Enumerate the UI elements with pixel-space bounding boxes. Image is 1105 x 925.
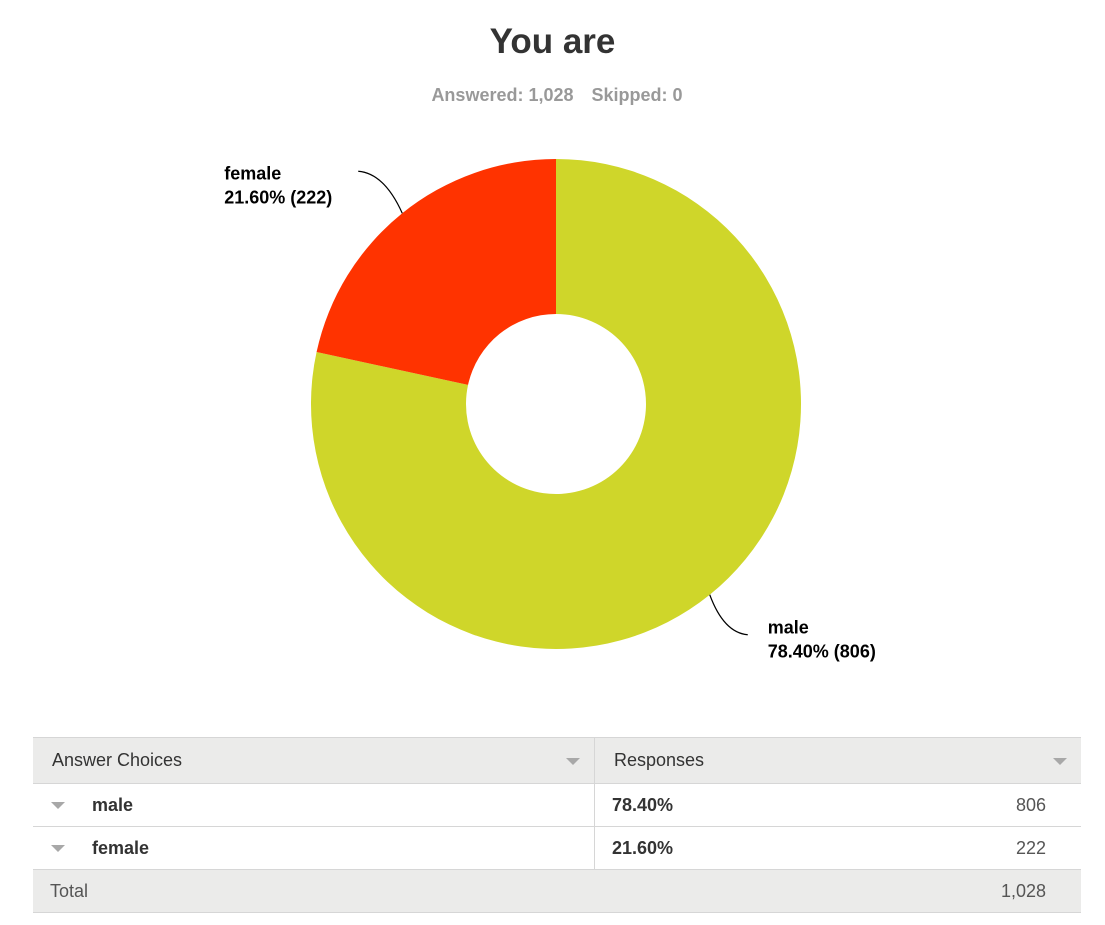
slice-label-value: 78.40% (806)	[768, 642, 876, 662]
response-percent: 21.60%	[612, 837, 674, 858]
slice-label-male: male 78.40% (806)	[709, 594, 876, 662]
table-header-row: Answer Choices Responses	[33, 737, 1081, 784]
table-total-row: Total 1,028	[33, 870, 1081, 913]
table-row: female 21.60% 222	[33, 827, 1081, 870]
slice-female[interactable]	[316, 159, 556, 385]
header-answer-choices-label: Answer Choices	[52, 750, 183, 770]
answer-choice-cell: female	[33, 827, 595, 869]
question-title: You are	[489, 22, 616, 61]
response-stats: Answered: 1,028 Skipped: 0	[0, 84, 1105, 106]
responses-table: Answer Choices Responses male 78.40% 806…	[33, 737, 1081, 913]
expand-caret-down-icon[interactable]	[51, 844, 65, 852]
answer-choice-label: male	[92, 794, 134, 815]
answer-choice-cell: male	[33, 784, 595, 826]
slice-label-name: male	[768, 618, 809, 638]
answered-count: Answered: 1,028	[431, 85, 574, 105]
response-cell: 21.60% 222	[595, 827, 1081, 869]
slice-male[interactable]	[311, 159, 802, 649]
total-count-cell: 1,028	[595, 870, 1081, 912]
total-label: Total	[50, 880, 89, 901]
header-responses-label: Responses	[614, 750, 705, 770]
expand-caret-down-icon[interactable]	[51, 801, 65, 809]
sort-caret-down-icon[interactable]	[566, 758, 580, 765]
response-percent: 78.40%	[612, 794, 674, 815]
leader-line	[358, 170, 403, 214]
header-responses[interactable]: Responses	[595, 738, 1081, 783]
skipped-count: Skipped: 0	[591, 85, 683, 105]
response-count: 222	[1015, 837, 1046, 858]
header-answer-choices[interactable]: Answer Choices	[33, 738, 595, 783]
donut-chart: male 78.40% (806) female 21.60% (222)	[224, 159, 876, 662]
answer-choice-label: female	[92, 837, 150, 858]
slice-label-female: female 21.60% (222)	[224, 163, 403, 214]
total-count: 1,028	[1000, 880, 1046, 901]
slice-label-name: female	[224, 163, 281, 183]
table-row: male 78.40% 806	[33, 784, 1081, 827]
slice-label-value: 21.60% (222)	[224, 187, 332, 207]
sort-caret-down-icon[interactable]	[1053, 758, 1067, 765]
response-count: 806	[1015, 794, 1046, 815]
leader-line	[709, 594, 748, 636]
total-label-cell: Total	[33, 870, 595, 912]
response-cell: 78.40% 806	[595, 784, 1081, 826]
